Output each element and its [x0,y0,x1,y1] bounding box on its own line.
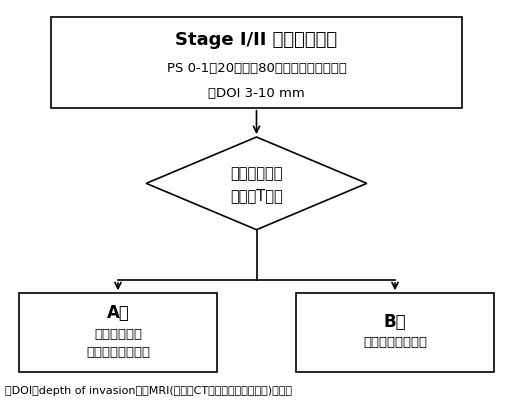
Text: PS 0-1、20歳以上80歳以下、前治療なし: PS 0-1、20歳以上80歳以下、前治療なし [167,62,346,75]
Polygon shape [146,137,367,230]
FancyBboxPatch shape [19,293,216,372]
Text: ＊DOI 3-10 mm: ＊DOI 3-10 mm [208,87,305,100]
FancyBboxPatch shape [296,293,494,372]
Text: 舌部分切除術: 舌部分切除術 [94,328,142,341]
Text: 予防的頸部郭清術: 予防的頸部郭清術 [86,346,150,359]
Text: 施設、T因子: 施設、T因子 [230,188,283,203]
Text: 舌部分切除術単独: 舌部分切除術単独 [363,336,427,349]
Text: Stage I/II 舌扁平上皮癌: Stage I/II 舌扁平上皮癌 [175,31,338,49]
FancyBboxPatch shape [51,17,462,108]
Text: A群: A群 [107,304,129,322]
Text: ランダム割付: ランダム割付 [230,166,283,181]
Text: ＊DOI（depth of invasion）：MRI(またはCT、エコーのいずれか)で評価: ＊DOI（depth of invasion）：MRI(またはCT、エコーのいず… [5,386,292,396]
Text: B群: B群 [384,314,406,331]
